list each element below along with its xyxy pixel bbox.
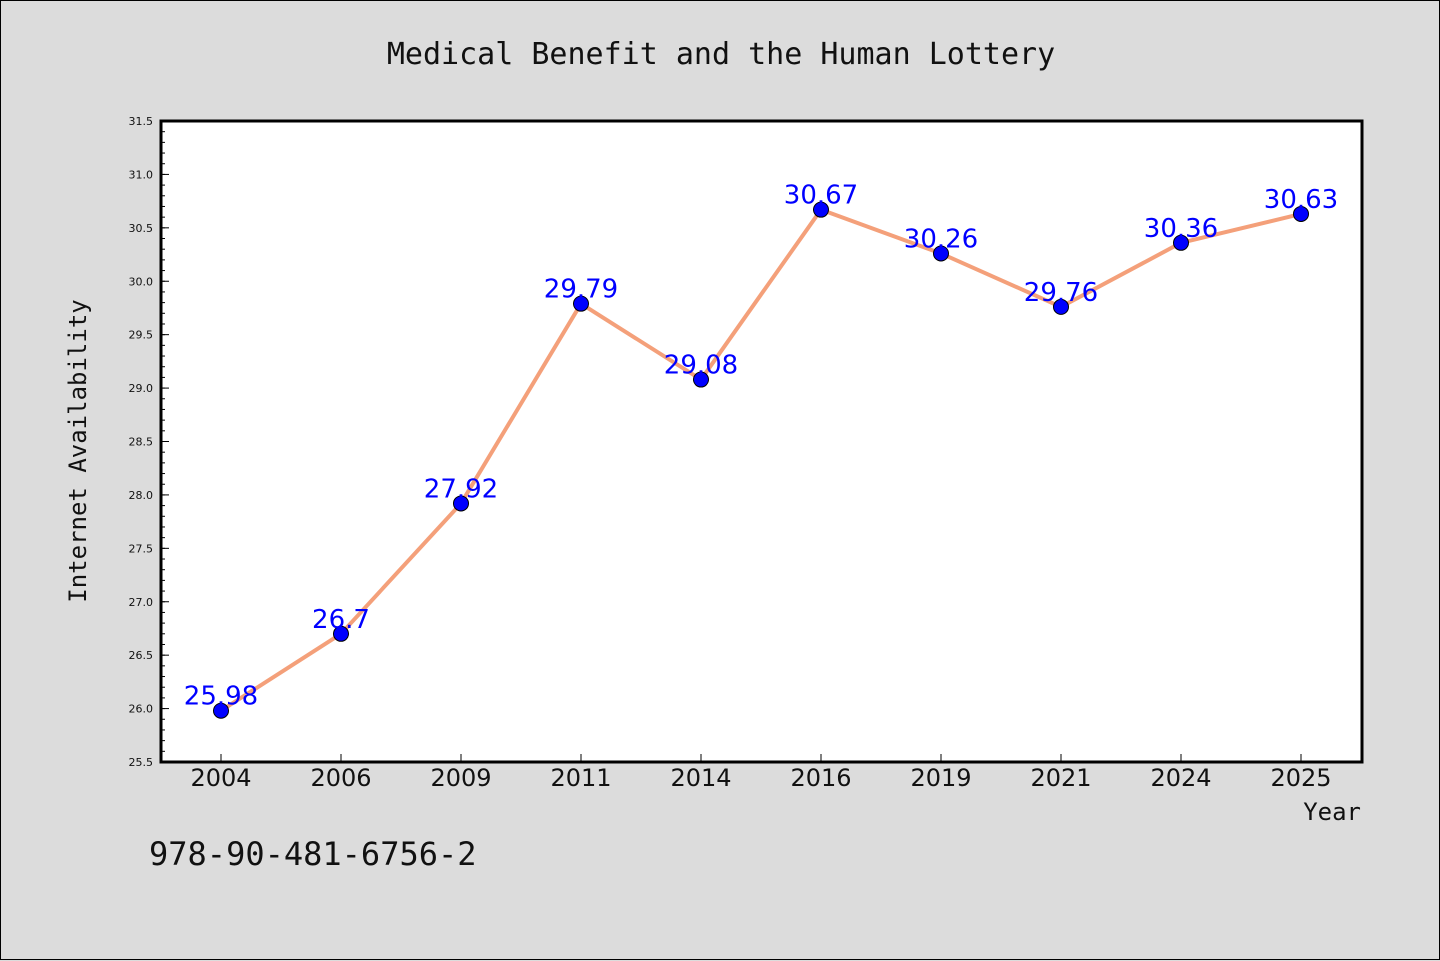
data-point [1053,298,1069,315]
x-tick-label: 2024 [1150,764,1211,792]
y-tick-label: 28.0 [129,489,154,502]
data-label: 27.92 [424,474,498,504]
y-tick-label: 27.5 [129,542,154,555]
data-point [573,295,589,312]
x-tick-label: 2011 [550,764,611,792]
y-tick-label: 27.0 [129,596,154,609]
x-tick-label: 2016 [790,764,851,792]
y-tick-label: 29.0 [129,382,154,395]
data-point [693,371,709,388]
data-label: 29.08 [664,351,738,381]
data-label: 30.26 [904,224,978,254]
chart-title: Medical Benefit and the Human Lottery [387,37,1055,72]
x-tick-label: 2004 [190,764,251,792]
data-point [933,245,949,262]
y-tick-label: 30.0 [129,275,154,288]
y-tick-label: 31.0 [129,168,154,181]
data-label: 29.76 [1024,278,1098,308]
y-tick-label: 31.5 [129,115,154,128]
data-label: 26.7 [312,605,370,635]
series-group: 25.98 26.7 27.92 29.79 29.08 30.67 30.26 29.76 3… [184,181,1338,719]
data-point [453,495,469,512]
plot-area [159,119,1364,764]
x-tick-label: 2019 [910,764,971,792]
data-label: 30.67 [784,181,858,211]
isbn-annotation: 978-90-481-6756-2 [149,835,477,873]
data-point [813,201,829,218]
data-point [213,702,229,719]
x-axis: 2004 2006 2009 2011 2014 2016 2019 2021 2024 2025 [190,754,1332,792]
x-tick-label: 2014 [670,764,731,792]
x-tick-label: 2021 [1030,764,1091,792]
y-axis: 25.5 26.0 26.5 27.0 27.5 28.0 28.5 29.0 29.5 30.0… [129,115,169,769]
y-tick-label: 25.5 [129,756,154,769]
x-tick-label: 2025 [1270,764,1331,792]
data-label: 29.79 [544,275,618,305]
x-tick-label: 2006 [310,764,371,792]
series-line [219,207,1302,713]
y-tick-label: 28.5 [129,436,154,449]
y-tick-label: 26.0 [129,703,154,716]
y-tick-label: 26.5 [129,649,154,662]
y-axis-label: Internet Availability [64,299,92,602]
data-label: 30.63 [1264,185,1338,215]
x-axis-label: Year [1303,798,1361,826]
y-tick-label: 29.5 [129,329,154,342]
data-label: 30.36 [1144,214,1218,244]
data-label: 25.98 [184,682,258,712]
data-point [1293,205,1309,222]
x-tick-label: 2009 [430,764,491,792]
y-tick-label: 30.5 [129,222,154,235]
data-point [333,625,349,642]
data-point [1173,234,1189,251]
